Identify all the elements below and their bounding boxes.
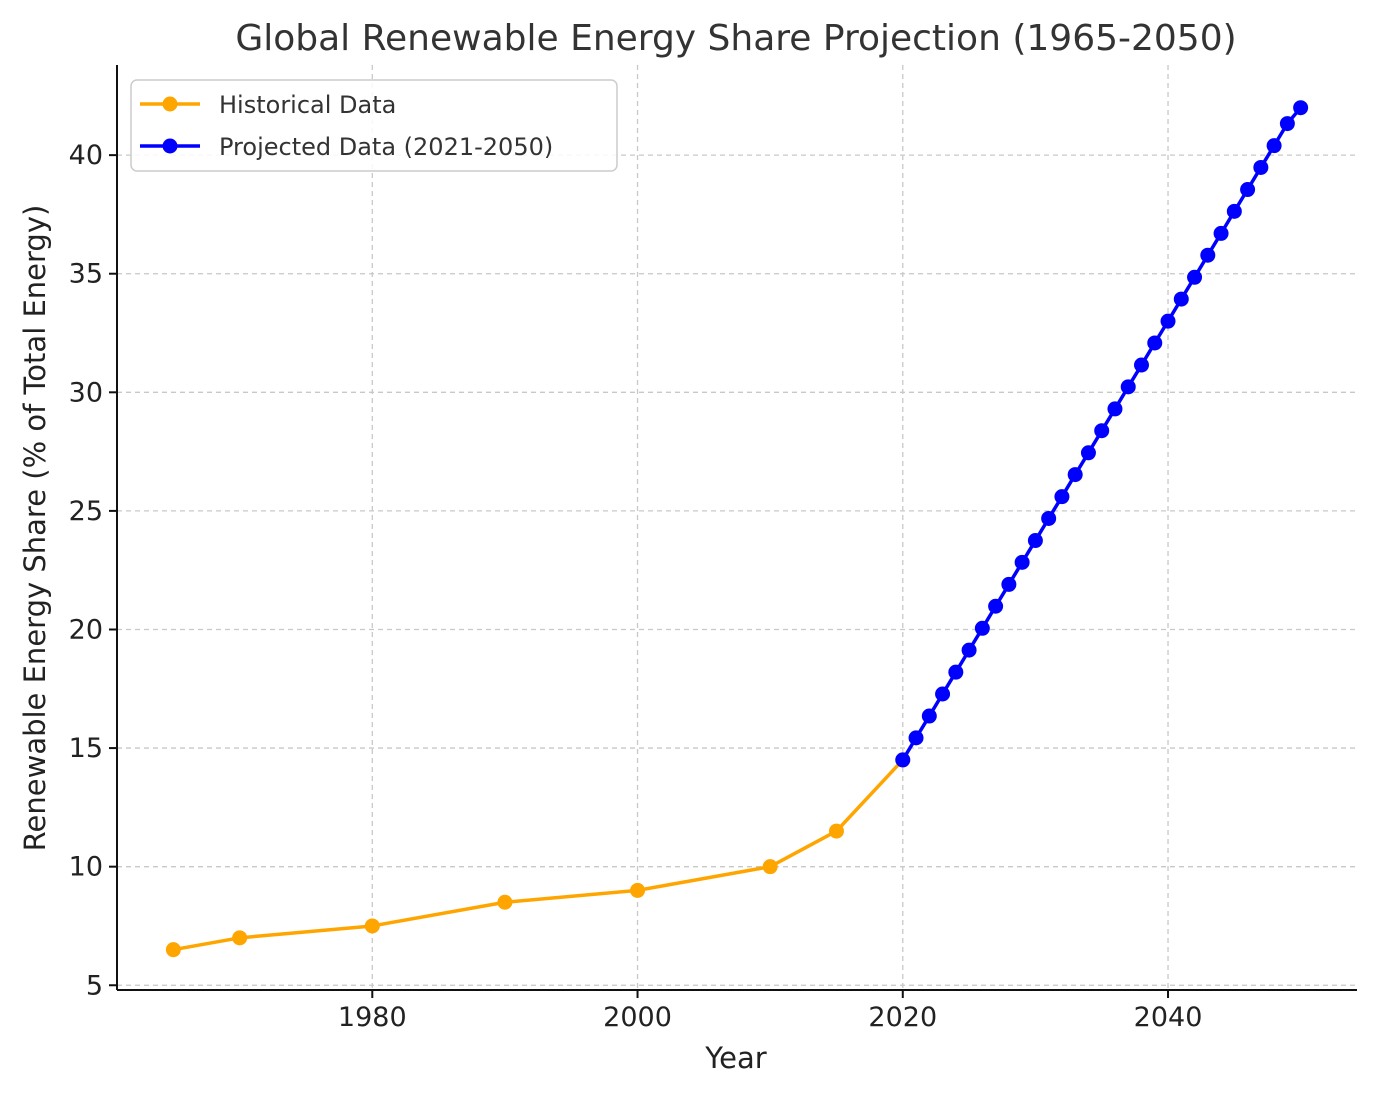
data-point-1 — [1266, 138, 1282, 154]
data-point-1 — [1133, 357, 1149, 373]
grid-lines — [117, 65, 1357, 990]
data-point-1 — [895, 752, 911, 768]
data-point-0 — [828, 823, 844, 839]
data-point-1 — [1147, 335, 1163, 351]
data-point-1 — [961, 642, 977, 658]
y-tick-label: 10 — [69, 852, 103, 883]
data-point-1 — [1120, 379, 1136, 395]
data-point-1 — [988, 598, 1004, 614]
data-point-1 — [1001, 576, 1017, 592]
y-axis-label: Renewable Energy Share (% of Total Energ… — [18, 205, 52, 852]
data-point-1 — [1054, 489, 1070, 505]
data-point-1 — [1200, 247, 1216, 263]
legend-label-historical: Historical Data — [219, 91, 396, 119]
x-tick-label: 2040 — [1134, 1002, 1203, 1033]
data-point-1 — [1187, 269, 1203, 285]
x-tick-label: 2020 — [868, 1002, 937, 1033]
legend-swatch-marker-historical — [162, 96, 178, 112]
data-point-1 — [1173, 291, 1189, 307]
legend-swatch-marker-projected — [162, 138, 178, 154]
data-point-1 — [1094, 423, 1110, 439]
legend-label-projected: Projected Data (2021-2050) — [219, 133, 553, 161]
axis-ticks: 1980 2000 2020 2040 5 10 15 20 25 30 35 40 — [69, 140, 1203, 1033]
y-tick-label: 30 — [69, 377, 103, 408]
y-tick-label: 15 — [69, 733, 103, 764]
y-tick-label: 40 — [69, 140, 103, 171]
data-point-0 — [497, 894, 513, 910]
data-point-1 — [1253, 159, 1269, 175]
series-line-0 — [173, 758, 905, 952]
data-point-1 — [1041, 510, 1057, 526]
data-point-1 — [1226, 203, 1242, 219]
data-point-1 — [1027, 533, 1043, 549]
data-point-1 — [1080, 445, 1096, 461]
legend: Historical Data Projected Data (2021-205… — [130, 79, 618, 172]
data-point-1 — [1160, 313, 1176, 329]
data-point-1 — [1213, 225, 1229, 241]
data-point-1 — [1107, 401, 1123, 417]
y-tick-label: 20 — [69, 614, 103, 645]
data-point-1 — [1240, 182, 1256, 198]
data-point-1 — [1067, 467, 1083, 483]
x-tick-label: 2000 — [603, 1002, 672, 1033]
data-point-1 — [921, 708, 937, 724]
legend-frame — [130, 79, 618, 172]
data-point-0 — [630, 882, 646, 898]
data-point-1 — [948, 664, 964, 680]
data-point-0 — [232, 930, 248, 946]
data-point-1 — [935, 686, 951, 702]
x-tick-label: 1980 — [338, 1002, 407, 1033]
data-point-0 — [165, 942, 181, 958]
data-point-1 — [974, 620, 990, 636]
y-tick-label: 5 — [86, 970, 103, 1001]
y-tick-label: 25 — [69, 496, 103, 527]
data-point-0 — [762, 859, 778, 875]
data-point-1 — [1014, 554, 1030, 570]
data-point-1 — [1279, 116, 1295, 132]
data-point-1 — [908, 730, 924, 746]
data-point-1 — [1293, 100, 1309, 116]
y-tick-label: 35 — [69, 259, 103, 290]
plot-series — [165, 100, 1309, 958]
data-point-0 — [364, 918, 380, 934]
x-axis-label: Year — [704, 1041, 766, 1075]
chart-title: Global Renewable Energy Share Projection… — [235, 18, 1236, 59]
